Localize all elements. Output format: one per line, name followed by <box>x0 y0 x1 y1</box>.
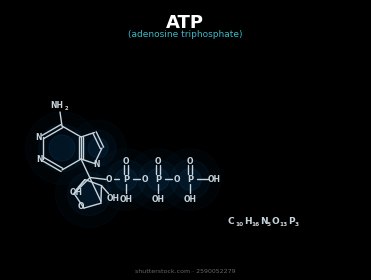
Text: 2: 2 <box>65 106 69 111</box>
Text: OH: OH <box>184 195 197 204</box>
Text: OH: OH <box>119 195 132 204</box>
Text: O: O <box>78 202 84 211</box>
Text: N: N <box>93 160 100 169</box>
Circle shape <box>138 160 178 199</box>
Text: P: P <box>123 175 129 184</box>
Circle shape <box>115 169 137 190</box>
Text: N: N <box>260 218 267 227</box>
Circle shape <box>49 135 75 161</box>
Text: N: N <box>37 155 43 165</box>
Circle shape <box>170 160 210 199</box>
Circle shape <box>127 149 189 210</box>
Text: O: O <box>123 157 129 166</box>
Circle shape <box>68 172 111 216</box>
Text: 16: 16 <box>251 223 259 227</box>
Text: OH: OH <box>69 188 82 197</box>
Text: O: O <box>272 218 280 227</box>
Circle shape <box>88 138 108 158</box>
Circle shape <box>95 149 157 210</box>
Text: P: P <box>155 175 161 184</box>
Circle shape <box>26 112 98 185</box>
Circle shape <box>179 169 201 190</box>
Circle shape <box>70 120 126 176</box>
Text: (adenosine triphosphate): (adenosine triphosphate) <box>128 30 242 39</box>
Text: O: O <box>106 175 112 184</box>
Text: C: C <box>228 218 234 227</box>
Circle shape <box>147 169 169 190</box>
Text: N: N <box>36 132 42 141</box>
Circle shape <box>39 125 85 171</box>
Text: ATP: ATP <box>166 14 204 32</box>
Text: O: O <box>174 175 180 184</box>
Text: 3: 3 <box>295 223 299 227</box>
Text: OH: OH <box>107 194 120 203</box>
Text: OH: OH <box>152 195 165 204</box>
Text: O: O <box>187 157 193 166</box>
Text: shutterstock.com · 2590052279: shutterstock.com · 2590052279 <box>135 269 235 274</box>
Circle shape <box>159 149 221 210</box>
Text: 13: 13 <box>279 223 287 227</box>
Text: P: P <box>288 218 295 227</box>
Text: 5: 5 <box>267 223 271 227</box>
Text: P: P <box>187 175 193 184</box>
Text: H: H <box>244 218 252 227</box>
Text: O: O <box>155 157 161 166</box>
Circle shape <box>55 160 123 228</box>
Text: O: O <box>142 175 148 184</box>
Text: NH: NH <box>50 102 63 111</box>
Circle shape <box>106 160 146 199</box>
Circle shape <box>80 130 116 166</box>
Circle shape <box>77 182 101 206</box>
Text: 10: 10 <box>235 223 243 227</box>
Text: OH: OH <box>207 175 221 184</box>
